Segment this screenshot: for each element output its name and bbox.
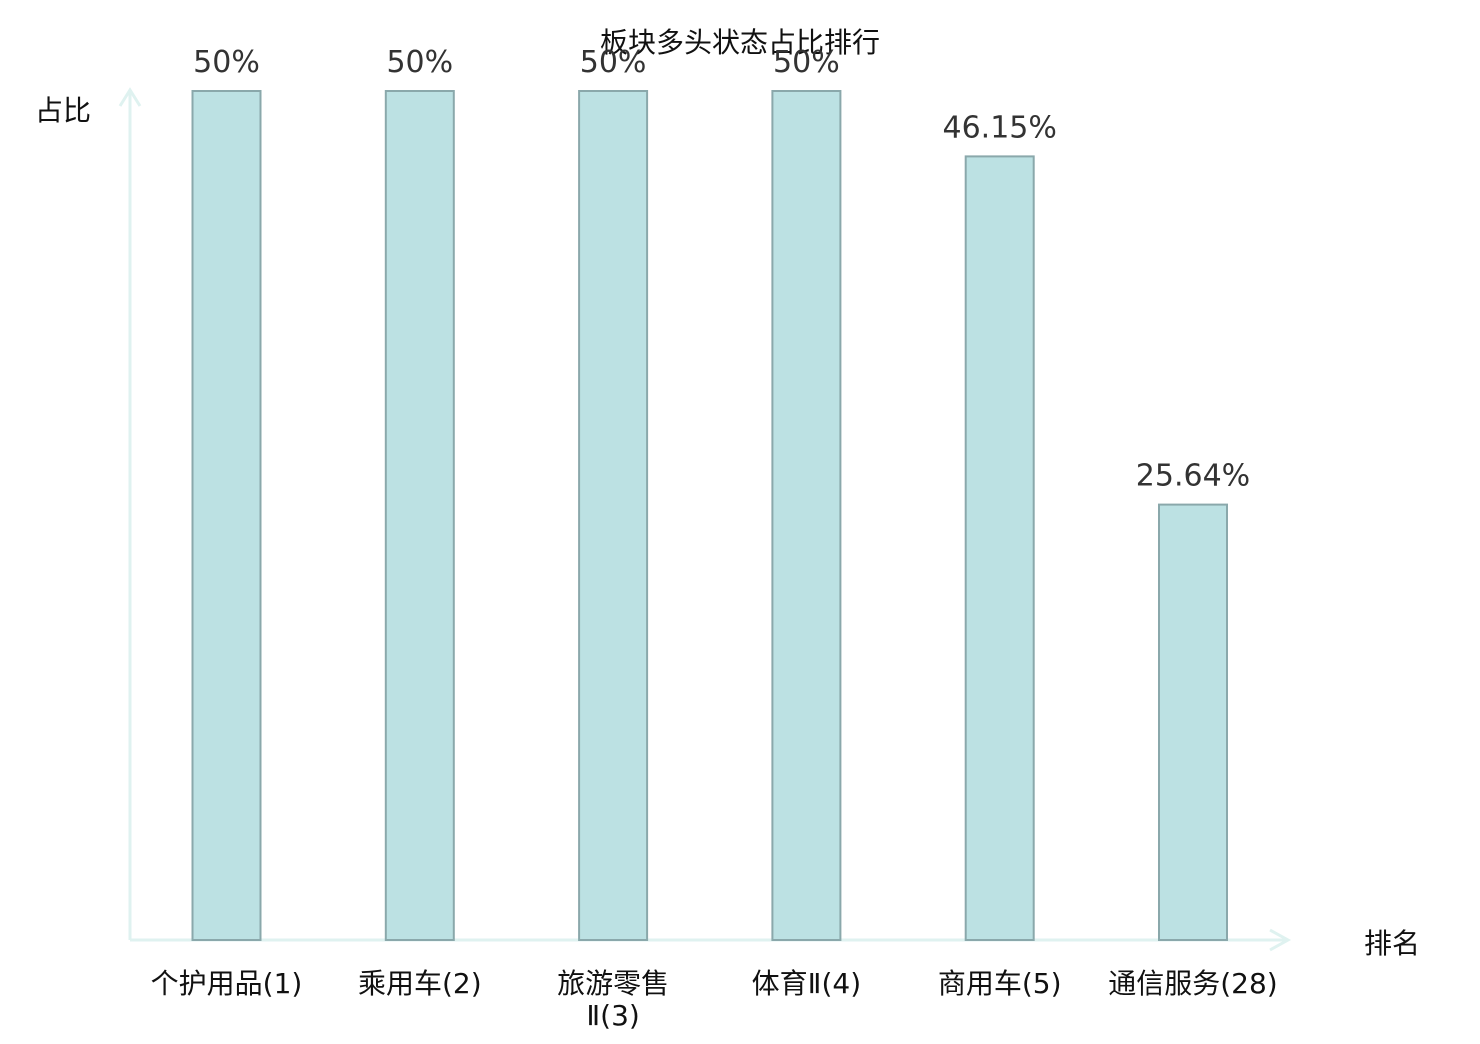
bar-value-label: 50% [193,45,260,80]
bar-value-label: 46.15% [943,110,1057,145]
bars-group [191,90,1228,941]
x-tick-label: 体育Ⅱ(4) [752,967,861,1000]
bar [771,90,842,941]
value-labels-group: 50% 50% 50% 50% 46.15% 25.64% [193,45,1250,494]
y-axis-arrow [118,87,142,107]
bar-value-label: 50% [773,45,840,80]
x-tick-label: Ⅱ(3) [586,999,639,1032]
x-tick-label-highlight: 通信服务(28) [1108,967,1277,1000]
bar [578,90,649,941]
x-axis-label: 排名 [1364,927,1420,960]
y-axis-label: 占比 [35,94,91,127]
x-tick-label: 商用车(5) [938,967,1062,1000]
bar-value-label: 50% [580,45,647,80]
x-tick-label: 乘用车(2) [358,967,482,1000]
bar [191,90,262,941]
axes [118,87,1292,952]
x-tick-label: 旅游零售 [557,967,669,1000]
bar [384,90,455,941]
x-tick-label: 个护用品(1) [151,967,303,1000]
bar-value-label: 50% [386,45,453,80]
x-axis-arrow [1269,928,1292,952]
chart-title: 板块多头状态占比排行 [600,26,880,59]
bar-value-label: 25.64% [1136,459,1250,494]
bar [964,155,1035,941]
bar [1158,503,1228,941]
